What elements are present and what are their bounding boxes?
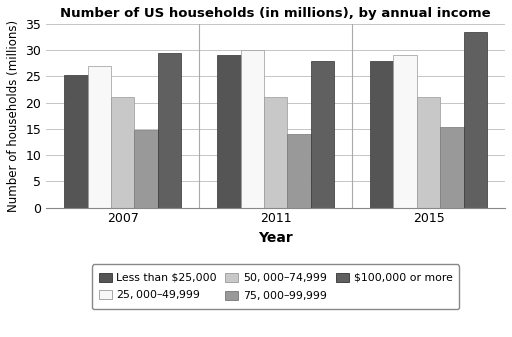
Bar [111, 97, 135, 208]
Bar [241, 50, 264, 208]
Bar [370, 61, 394, 208]
Bar [158, 53, 181, 208]
X-axis label: Year: Year [258, 231, 293, 245]
Bar [394, 55, 417, 208]
Bar [311, 61, 334, 208]
Title: Number of US households (in millions), by annual income: Number of US households (in millions), b… [60, 7, 491, 20]
Bar [264, 97, 287, 208]
Bar [135, 130, 158, 208]
Bar [464, 32, 487, 208]
Bar [417, 97, 440, 208]
Bar [64, 75, 88, 208]
Bar [217, 55, 241, 208]
Y-axis label: Number of households (millions): Number of households (millions) [7, 20, 20, 212]
Bar [88, 66, 111, 208]
Bar [287, 134, 311, 208]
Bar [440, 127, 464, 208]
Legend: Less than $25,000, $25,000–$49,999, $50,000–$74,999, $75,000–$99,999, $100,000 o: Less than $25,000, $25,000–$49,999, $50,… [92, 265, 459, 309]
